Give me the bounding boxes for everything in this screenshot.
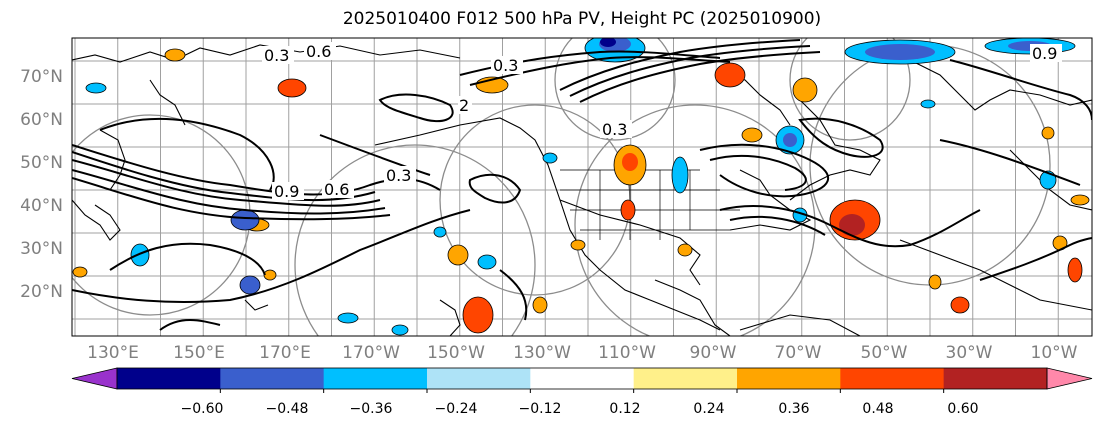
colorbar-tick-label: 0.24: [693, 401, 725, 417]
contour-label: 0.9: [1032, 44, 1057, 63]
contour-label: 0.6: [306, 42, 331, 61]
colorbar-segment: [530, 368, 635, 389]
lon-label-170e: 170°E: [259, 343, 311, 363]
colorbar-tick-label: −0.60: [180, 401, 224, 417]
colorbar-segment: [943, 368, 1048, 389]
lat-label-40n: 40°N: [20, 196, 63, 216]
lon-label-150w: 150°W: [427, 343, 485, 363]
colorbar-tick-label: −0.24: [434, 401, 478, 417]
colorbar-tick-label: −0.12: [518, 401, 562, 417]
colorbar-tick-label: −0.48: [265, 401, 309, 417]
colorbar: [71, 367, 1093, 393]
colorbar-segment: [117, 368, 221, 389]
contour-label: 0.3: [264, 46, 289, 65]
map-title: 2025010400 F012 500 hPa PV, Height PC (2…: [342, 9, 822, 29]
lat-label-20n: 20°N: [20, 282, 63, 302]
lon-label-10w: 10°W: [1030, 343, 1078, 363]
colorbar-tick-label: −0.36: [349, 401, 393, 417]
lon-label-170w: 170°W: [342, 343, 400, 363]
colorbar-extend-low: [71, 367, 118, 390]
contour-label: 0.6: [324, 180, 349, 199]
contour-label: 0.3: [493, 56, 518, 75]
lon-label-90w: 90°W: [689, 343, 737, 363]
colorbar-segment: [323, 368, 428, 389]
colorbar-tick-label: 0.48: [862, 401, 894, 417]
colorbar-segment: [840, 368, 945, 389]
colorbar-extend-high: [1046, 367, 1093, 390]
colorbar-outline: [116, 367, 1048, 390]
colorbar-segment: [427, 368, 531, 389]
lon-label-150e: 150°E: [173, 343, 225, 363]
lat-label-50n: 50°N: [20, 153, 63, 173]
contour-labels: 0.3 0.6 0.3 0.9 0.3 0.6 0.9 0.3 2: [262, 42, 1062, 201]
colorbar-segment: [737, 368, 841, 389]
lon-label-130e: 130°E: [87, 343, 139, 363]
colorbar-segment: [633, 368, 738, 389]
lon-label-30w: 30°W: [945, 343, 993, 363]
colorbar-tick-label: 0.36: [778, 401, 810, 417]
map-frame-background: [72, 38, 1092, 336]
colorbar-tick-label: 0.60: [947, 401, 979, 417]
lon-label-110w: 110°W: [598, 343, 656, 363]
contour-label: 0.9: [274, 182, 299, 201]
lon-label-70w: 70°W: [774, 343, 822, 363]
lon-label-50w: 50°W: [860, 343, 908, 363]
lon-label-130w: 130°W: [513, 343, 571, 363]
pv-positive-shading: [72, 48, 1090, 334]
colorbar-tick-label: 0.12: [609, 401, 641, 417]
lat-label-70n: 70°N: [20, 67, 63, 87]
contour-label: 0.3: [386, 166, 411, 185]
contour-label: 2: [459, 96, 469, 115]
lat-label-30n: 30°N: [20, 239, 63, 259]
contour-label: 0.3: [602, 120, 627, 139]
lat-label-60n: 60°N: [20, 110, 63, 130]
colorbar-segment: [220, 368, 325, 389]
